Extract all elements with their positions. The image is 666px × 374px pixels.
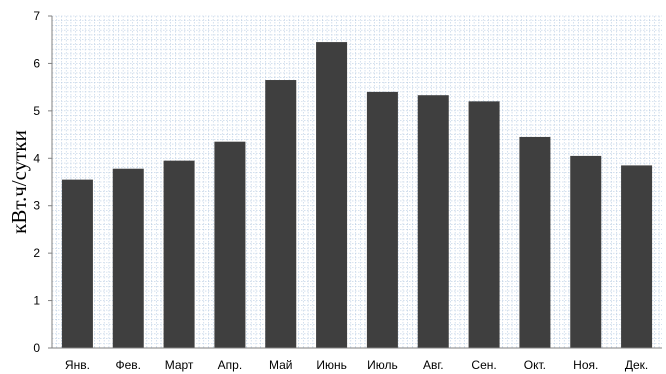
bar-1 <box>61 179 93 348</box>
bar-7 <box>366 91 398 348</box>
bar-2 <box>112 168 144 348</box>
x-tick-label: Окт. <box>524 358 546 372</box>
bar-12 <box>621 165 653 348</box>
x-tick-label: Сен. <box>471 358 496 372</box>
bar-10 <box>519 136 551 348</box>
x-tick-label: Дек. <box>625 358 648 372</box>
x-tick-label: Март <box>165 358 194 372</box>
y-tick-label: 2 <box>33 246 40 260</box>
y-tick-label: 6 <box>33 56 40 70</box>
x-tick-labels: Янв. Фев. Март Апр. Май Июнь Июль Авг. Сен. Окт. Н… <box>65 358 648 372</box>
bar-11 <box>570 155 602 348</box>
x-tick-label: Янв. <box>65 358 90 372</box>
y-axis-label: кВт.ч/сутки <box>7 130 31 234</box>
bar-9 <box>468 101 500 348</box>
x-tick-label: Авг. <box>423 358 444 372</box>
bar-6 <box>316 42 348 348</box>
bar-5 <box>265 80 297 349</box>
y-tick-label: 7 <box>33 9 40 23</box>
x-tick-label: Апр. <box>218 358 243 372</box>
x-tick-label: Июль <box>367 358 398 372</box>
y-tick-label: 0 <box>33 341 40 355</box>
axes <box>51 16 662 349</box>
y-tick-label: 4 <box>33 151 40 165</box>
bar-8 <box>417 95 449 348</box>
x-tick-label: Июнь <box>316 358 347 372</box>
y-tick-label: 3 <box>33 199 40 213</box>
bar-3 <box>163 160 195 348</box>
bars <box>61 42 653 349</box>
bar-4 <box>214 141 246 348</box>
x-tick-label: Ноя. <box>573 358 598 372</box>
y-tick-label: 5 <box>33 104 40 118</box>
x-tick-label: Май <box>269 358 293 372</box>
x-tick-label: Фев. <box>115 358 141 372</box>
y-tick-labels: 0 1 2 3 4 5 6 7 <box>33 9 52 355</box>
y-tick-label: 1 <box>33 294 40 308</box>
